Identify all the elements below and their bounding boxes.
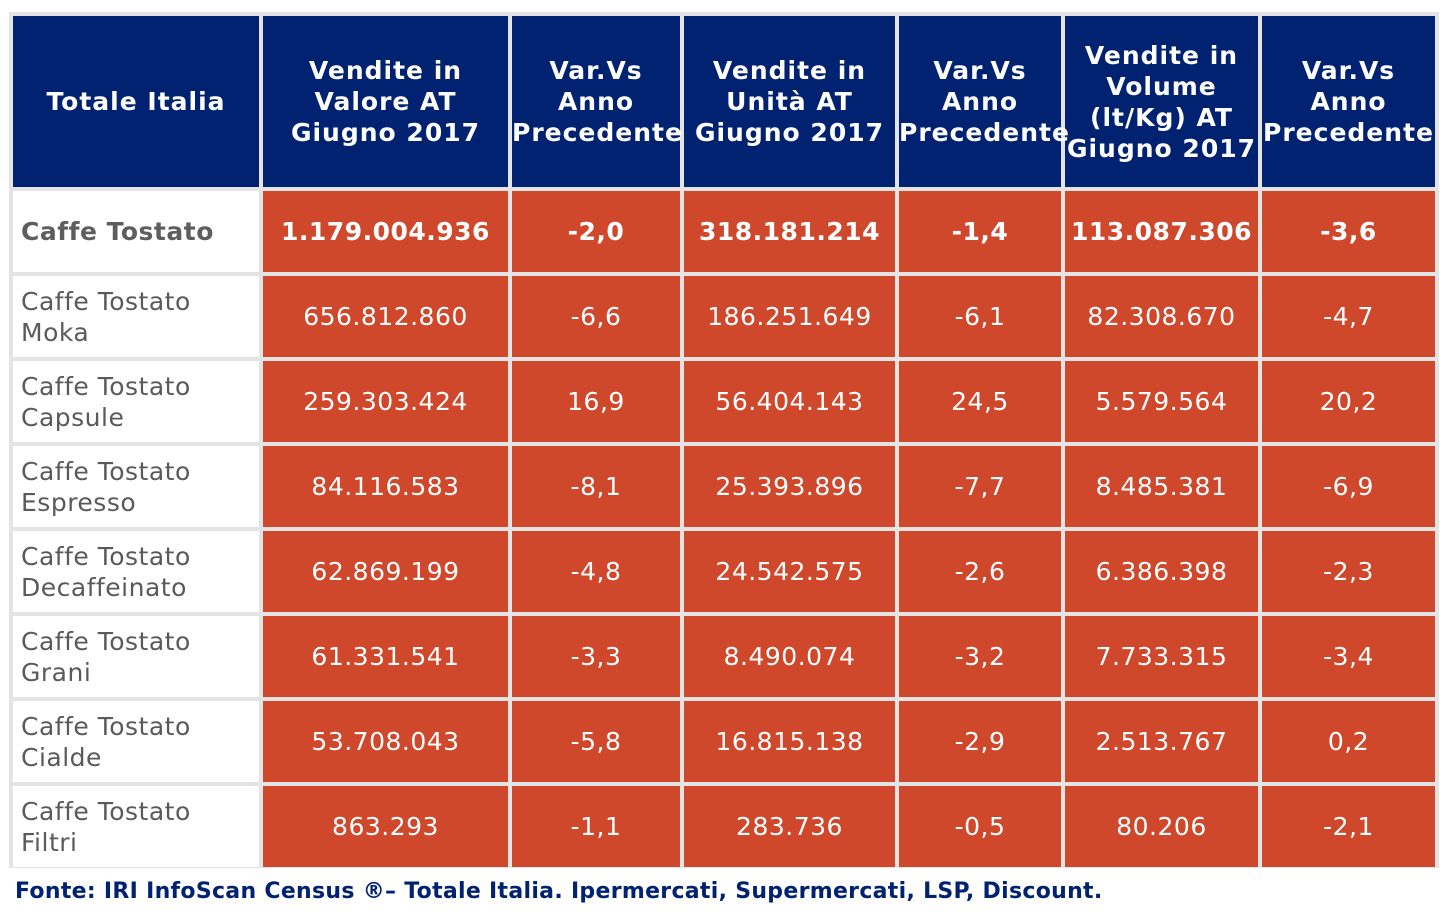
cell-value: -2,1 [1262, 786, 1435, 867]
cell-value: 656.812.860 [263, 276, 508, 357]
row-label: Caffe Tostato Decaffeinato [13, 531, 259, 612]
cell-value: 6.386.398 [1065, 531, 1258, 612]
cell-value: 61.331.541 [263, 616, 508, 697]
cell-value: -3,3 [512, 616, 680, 697]
table-row: Caffe Tostato 1.179.004.936 -2,0 318.181… [13, 191, 1435, 272]
source-text: : IRI InfoScan Census ®– Totale Italia. … [86, 879, 1103, 904]
cell-value: -4,8 [512, 531, 680, 612]
cell-value: 1.179.004.936 [263, 191, 508, 272]
table-row: Caffe Tostato Filtri 863.293 -1,1 283.73… [13, 786, 1435, 867]
row-label: Caffe Tostato Espresso [13, 446, 259, 527]
cell-value: 5.579.564 [1065, 361, 1258, 442]
row-label: Caffe Tostato Cialde [13, 701, 259, 782]
cell-value: 2.513.767 [1065, 701, 1258, 782]
header-totale-italia: Totale Italia [13, 16, 259, 187]
cell-value: 62.869.199 [263, 531, 508, 612]
table-row: Caffe Tostato Decaffeinato 62.869.199 -4… [13, 531, 1435, 612]
header-var-unita: Var.Vs Anno Precedente [899, 16, 1069, 187]
row-label: Caffe Tostato Capsule [13, 361, 259, 442]
cell-value: 7.733.315 [1065, 616, 1258, 697]
header-vendite-unita: Vendite in Unità AT Giugno 2017 [684, 16, 895, 187]
cell-value: 863.293 [263, 786, 508, 867]
cell-value: 186.251.649 [684, 276, 895, 357]
row-label: Caffe Tostato Moka [13, 276, 259, 357]
cell-value: -0,5 [899, 786, 1061, 867]
cell-value: 16,9 [512, 361, 680, 442]
header-var-volume: Var.Vs Anno Precedente [1262, 16, 1435, 187]
cell-value: -6,1 [899, 276, 1061, 357]
cell-value: -3,6 [1262, 191, 1435, 272]
cell-value: -2,6 [899, 531, 1061, 612]
source-label: Fonte [15, 879, 87, 904]
row-label: Caffe Tostato Filtri [13, 786, 259, 867]
table-row: Caffe Tostato Cialde 53.708.043 -5,8 16.… [13, 701, 1435, 782]
header-vendite-volume: Vendite in Volume (lt/Kg) AT Giugno 2017 [1065, 16, 1258, 187]
cell-value: -4,7 [1262, 276, 1435, 357]
cell-value: -3,2 [899, 616, 1061, 697]
header-row: Totale Italia Vendite in Valore AT Giugn… [13, 16, 1435, 187]
cell-value: -1,4 [899, 191, 1061, 272]
table-row: Caffe Tostato Capsule 259.303.424 16,9 5… [13, 361, 1435, 442]
cell-value: -7,7 [899, 446, 1061, 527]
cell-value: -2,3 [1262, 531, 1435, 612]
cell-value: -8,1 [512, 446, 680, 527]
cell-value: -6,9 [1262, 446, 1435, 527]
cell-value: -2,9 [899, 701, 1061, 782]
table-row: Caffe Tostato Espresso 84.116.583 -8,1 2… [13, 446, 1435, 527]
cell-value: 0,2 [1262, 701, 1435, 782]
table-row: Caffe Tostato Moka 656.812.860 -6,6 186.… [13, 276, 1435, 357]
table-row: Caffe Tostato Grani 61.331.541 -3,3 8.49… [13, 616, 1435, 697]
cell-value: -3,4 [1262, 616, 1435, 697]
cell-value: 82.308.670 [1065, 276, 1258, 357]
cell-value: 53.708.043 [263, 701, 508, 782]
cell-value: 24,5 [899, 361, 1061, 442]
cell-value: -5,8 [512, 701, 680, 782]
cell-value: 56.404.143 [684, 361, 895, 442]
cell-value: 8.490.074 [684, 616, 895, 697]
cell-value: 283.736 [684, 786, 895, 867]
cell-value: 84.116.583 [263, 446, 508, 527]
cell-value: 113.087.306 [1065, 191, 1258, 272]
cell-value: 25.393.896 [684, 446, 895, 527]
header-var-valore: Var.Vs Anno Precedente [512, 16, 682, 187]
cell-value: -1,1 [512, 786, 680, 867]
row-label: Caffe Tostato [13, 191, 259, 272]
cell-value: 318.181.214 [684, 191, 895, 272]
row-label: Caffe Tostato Grani [13, 616, 259, 697]
source-note: Fonte: IRI InfoScan Census ®– Totale Ita… [15, 876, 1435, 908]
cell-value: 16.815.138 [684, 701, 895, 782]
cell-value: -2,0 [512, 191, 680, 272]
cell-value: 24.542.575 [684, 531, 895, 612]
cell-value: 259.303.424 [263, 361, 508, 442]
cell-value: -6,6 [512, 276, 680, 357]
cell-value: 8.485.381 [1065, 446, 1258, 527]
cell-value: 20,2 [1262, 361, 1435, 442]
sales-table: Totale Italia Vendite in Valore AT Giugn… [9, 12, 1439, 871]
header-vendite-valore: Vendite in Valore AT Giugno 2017 [263, 16, 508, 187]
cell-value: 80.206 [1065, 786, 1258, 867]
